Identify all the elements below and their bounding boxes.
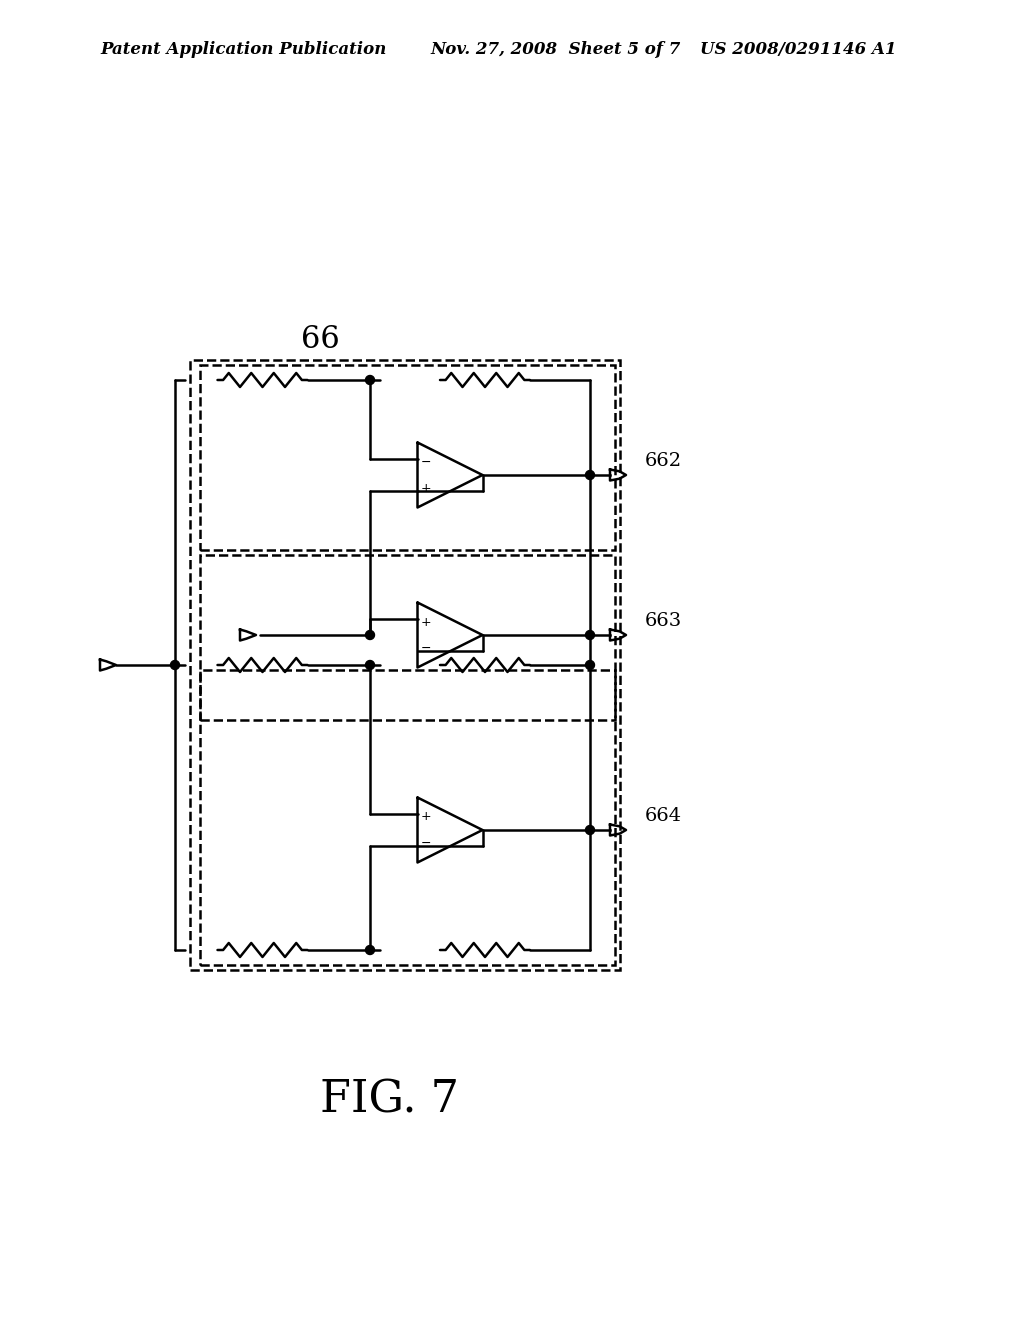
Circle shape bbox=[586, 660, 595, 669]
Text: −: − bbox=[420, 455, 431, 469]
Circle shape bbox=[366, 375, 375, 384]
Circle shape bbox=[586, 631, 595, 639]
Text: −: − bbox=[420, 642, 431, 655]
Circle shape bbox=[366, 660, 375, 669]
Text: FIG. 7: FIG. 7 bbox=[321, 1078, 460, 1122]
Text: US 2008/0291146 A1: US 2008/0291146 A1 bbox=[700, 41, 896, 58]
Circle shape bbox=[171, 660, 179, 669]
Text: 663: 663 bbox=[645, 612, 682, 630]
Circle shape bbox=[366, 945, 375, 954]
Text: −: − bbox=[420, 837, 431, 850]
Text: +: + bbox=[420, 482, 431, 495]
Text: 66: 66 bbox=[301, 325, 339, 355]
Text: Patent Application Publication: Patent Application Publication bbox=[100, 41, 386, 58]
Text: +: + bbox=[420, 810, 431, 824]
Text: Nov. 27, 2008  Sheet 5 of 7: Nov. 27, 2008 Sheet 5 of 7 bbox=[430, 41, 680, 58]
Circle shape bbox=[586, 825, 595, 834]
Circle shape bbox=[586, 470, 595, 479]
Text: 662: 662 bbox=[645, 451, 682, 470]
Text: 664: 664 bbox=[645, 807, 682, 825]
Text: +: + bbox=[420, 615, 431, 628]
Circle shape bbox=[366, 631, 375, 639]
